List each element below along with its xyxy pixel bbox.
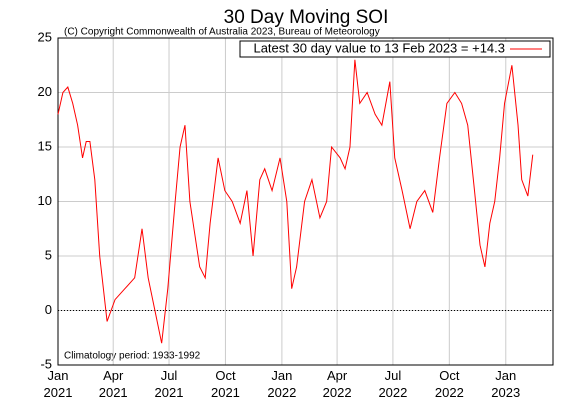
copyright: (C) Copyright Commonwealth of Australia … (64, 27, 380, 38)
x-tick-label-part: 2021 (211, 385, 240, 400)
x-tick-label-part: Jan (271, 368, 292, 383)
x-tick-label-part: Jul (161, 368, 178, 383)
plot-frame (57, 37, 554, 366)
x-tick-label-part: 2022 (378, 385, 407, 400)
y-tick-label: 25 (38, 29, 52, 44)
x-tick-label: Oct 2021 (211, 368, 240, 400)
y-tick-label: 15 (38, 138, 52, 153)
x-tick-label-part: 2023 (491, 385, 520, 400)
x-tick-label-part: 2022 (323, 385, 352, 400)
x-tick-label-part: Jul (385, 368, 402, 383)
y-tick-label: 5 (45, 247, 52, 262)
y-tick-label: 10 (38, 193, 52, 208)
x-tick-label-part: 2022 (435, 385, 464, 400)
x-tick-label: Apr 2021 (99, 368, 128, 400)
x-tick-label-part: Oct (215, 368, 236, 383)
x-tick-label: Jul 2021 (155, 368, 184, 400)
x-tick-label: Jan 2023 (491, 368, 520, 400)
y-tick-label: 0 (45, 302, 52, 317)
x-tick-label-part: Jan (48, 368, 69, 383)
x-tick-label: Apr 2022 (323, 368, 352, 400)
x-tick-label-part: Oct (439, 368, 460, 383)
x-tick-label-part: 2022 (267, 385, 296, 400)
y-tick-label: 20 (38, 84, 52, 99)
x-tick-label-part: Apr (327, 368, 348, 383)
legend-label: Latest 30 day value to 13 Feb 2023 = +14… (253, 40, 505, 55)
x-tick-label: Jul 2022 (378, 368, 407, 400)
chart-title: 30 Day Moving SOI (224, 7, 389, 28)
x-tick-label: Oct 2022 (435, 368, 464, 400)
y-tick-label: -5 (40, 356, 52, 371)
x-tick-label: Jan 2022 (267, 368, 296, 400)
x-tick-label: Jan 2021 (44, 368, 73, 400)
legend-box (239, 40, 551, 58)
x-tick-label-part: Apr (103, 368, 124, 383)
x-tick-label-part: 2021 (99, 385, 128, 400)
x-tick-label-part: 2021 (155, 385, 184, 400)
x-tick-label-part: Jan (495, 368, 516, 383)
annotation: Climatology period: 1933-1992 (64, 351, 201, 362)
x-tick-label-part: 2021 (44, 385, 73, 400)
series-line (57, 59, 534, 344)
